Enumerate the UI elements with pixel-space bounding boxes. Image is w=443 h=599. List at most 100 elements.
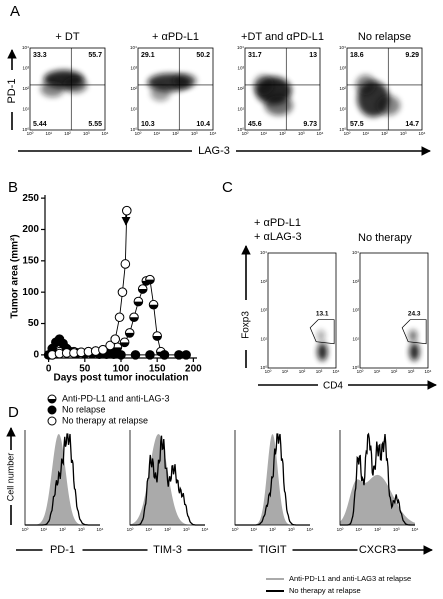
label-backing <box>252 543 293 557</box>
plot-title: + αPD-L1 <box>254 217 301 229</box>
point <box>159 350 170 360</box>
histogram-area <box>235 434 310 525</box>
marker-half <box>129 317 139 322</box>
y-axis-label: Cell number <box>5 453 15 502</box>
x-tick-label: 100 <box>113 364 130 375</box>
tick-label: 10¹ <box>250 527 257 532</box>
tick-label: 10³ <box>130 66 137 71</box>
point <box>116 350 126 360</box>
plot-title: PD-1 <box>50 544 75 556</box>
point <box>133 296 144 307</box>
tick-label: 10² <box>64 131 71 136</box>
y-axis-label: Tumor area (mm²) <box>10 234 21 318</box>
tick-label: 10¹ <box>282 369 289 374</box>
point <box>152 331 162 341</box>
x-tick-label: 150 <box>149 364 166 375</box>
label-backing <box>42 543 83 557</box>
plot-title: No therapy <box>358 232 412 244</box>
tick-label: 10¹ <box>45 131 52 136</box>
point <box>148 299 159 310</box>
legend-label: No therapy at relapse <box>62 415 148 425</box>
tick-label: 10¹ <box>237 107 244 112</box>
density <box>317 329 326 342</box>
x-axis-label: Days post tumor inoculation <box>53 373 188 384</box>
marker-half <box>149 304 158 310</box>
tick-label: 10¹ <box>352 336 359 341</box>
quadrant-value: 29.1 <box>141 52 155 59</box>
panel-label: D <box>8 404 19 421</box>
panel-label: C <box>222 179 233 196</box>
histogram-area <box>25 434 100 525</box>
density-plot <box>253 74 293 116</box>
plot-frame <box>29 47 106 131</box>
tick-label: 10³ <box>393 527 400 532</box>
legend-label: Anti-PD-L1 and anti-LAG3 at relapse <box>289 574 411 583</box>
plot-title: + αPD-L1 <box>152 31 199 43</box>
tick-label: 10⁰ <box>242 131 249 136</box>
tick-label: 10³ <box>260 279 267 284</box>
tick-label: 10³ <box>288 527 295 532</box>
tick-label: 10⁴ <box>130 45 137 50</box>
tick-label: 10⁰ <box>22 527 29 532</box>
tick-label: 10³ <box>400 131 407 136</box>
histogram-area <box>340 474 415 525</box>
tick-label: 10² <box>381 131 388 136</box>
tick-label: 10⁴ <box>237 45 244 50</box>
y-tick-label: 100 <box>22 287 39 298</box>
quadrant-value: 9.29 <box>405 52 419 59</box>
marker-body <box>181 350 191 360</box>
density-plot <box>317 329 328 361</box>
legend-label: Anti-PD-L1 and anti-LAG-3 <box>62 393 170 403</box>
tick-label: 10³ <box>191 131 198 136</box>
marker-half <box>145 279 155 284</box>
density-plot <box>409 329 420 361</box>
tick-label: 10⁰ <box>260 365 267 370</box>
plot-frame <box>339 430 415 526</box>
point <box>114 312 125 323</box>
marker-body <box>120 259 131 269</box>
panel-label: A <box>10 3 20 20</box>
tick-label: 10⁴ <box>425 369 432 374</box>
y-tick-label: 200 <box>22 224 39 235</box>
marker-body <box>47 405 57 415</box>
plot-frame <box>346 47 423 131</box>
quadrant-value: 18.6 <box>350 52 364 59</box>
density <box>172 73 197 88</box>
tick-label: 10³ <box>339 66 346 71</box>
point <box>117 287 128 297</box>
point <box>129 312 139 323</box>
point <box>98 345 108 355</box>
tick-label: 10² <box>352 308 359 313</box>
marker-body <box>117 287 128 297</box>
tick-label: 10² <box>130 86 137 91</box>
quadrant-value: 5.44 <box>33 121 47 128</box>
tick-label: 10³ <box>22 66 29 71</box>
tick-label: 10³ <box>83 131 90 136</box>
tick-label: 10² <box>374 527 381 532</box>
panel-label: B <box>8 179 18 196</box>
tick-label: 10¹ <box>40 527 47 532</box>
histogram-line <box>130 435 205 526</box>
tick-label: 10² <box>260 308 267 313</box>
tick-label: 10¹ <box>153 131 160 136</box>
plot-frame <box>267 252 337 369</box>
legend-label: No relapse <box>62 404 106 414</box>
tick-label: 10⁴ <box>333 369 340 374</box>
gate-value: 13.1 <box>316 310 329 317</box>
plot-frame <box>129 430 205 526</box>
tick-label: 10⁰ <box>337 527 344 532</box>
density-plot <box>147 73 197 102</box>
quadrant-value: 33.3 <box>33 52 47 59</box>
quadrant-value: 14.7 <box>405 121 419 128</box>
x-axis-label: CD4 <box>323 381 343 392</box>
tick-label: 10⁴ <box>412 527 419 532</box>
tick-label: 10⁰ <box>232 527 239 532</box>
tick-label: 10⁴ <box>352 250 359 255</box>
density <box>150 85 171 102</box>
tick-label: 10⁴ <box>307 527 314 532</box>
plot-frame <box>244 47 321 131</box>
density <box>409 342 420 361</box>
quadrant-value: 10.3 <box>141 121 155 128</box>
plot-frame <box>359 252 429 369</box>
tick-label: 10³ <box>78 527 85 532</box>
